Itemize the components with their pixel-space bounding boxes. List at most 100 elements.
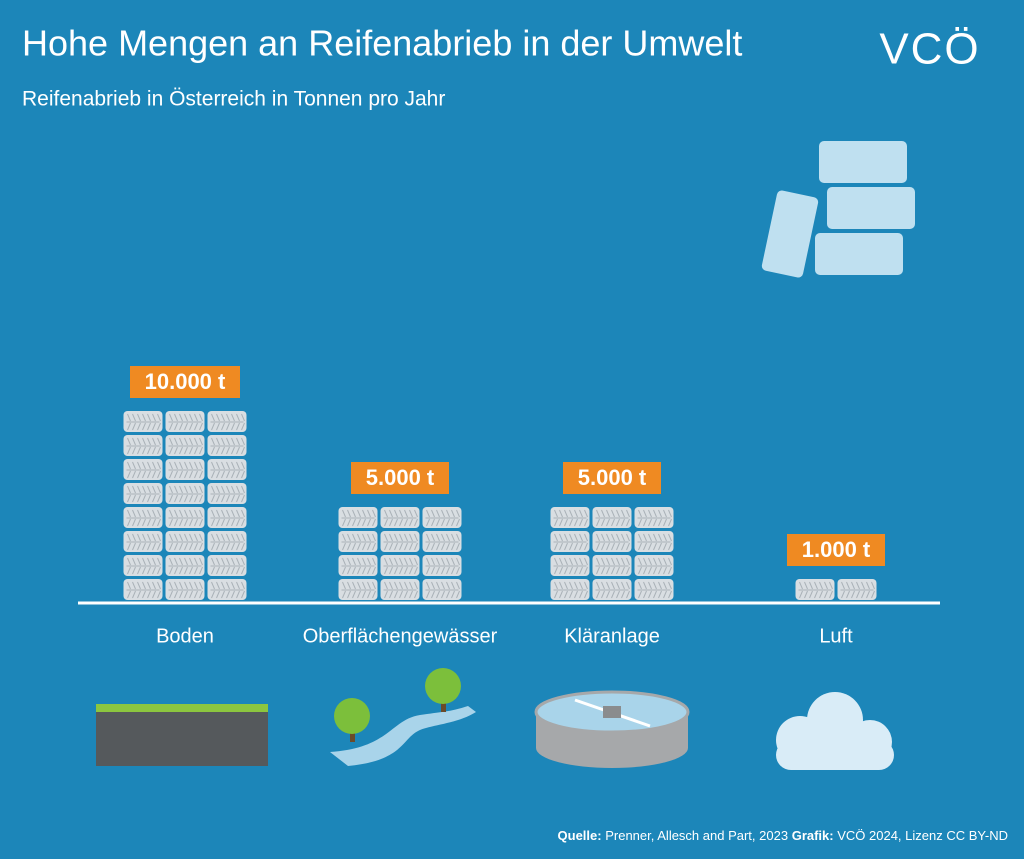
tire-tread bbox=[626, 566, 630, 575]
tire-tread bbox=[342, 518, 346, 527]
tire-tread bbox=[357, 542, 361, 551]
tire-tread bbox=[211, 557, 215, 566]
tire-tread bbox=[389, 518, 393, 527]
tire-tread bbox=[211, 461, 215, 470]
tire-tread bbox=[643, 509, 647, 518]
tire-tread bbox=[441, 533, 445, 542]
tire-tread bbox=[211, 470, 215, 479]
tire-tread bbox=[231, 437, 235, 446]
tire-tread bbox=[231, 557, 235, 566]
tire-tread bbox=[226, 518, 230, 527]
tire-tread bbox=[211, 446, 215, 455]
tire-tread bbox=[342, 509, 346, 518]
tire-tread bbox=[663, 533, 667, 542]
tire-tread bbox=[236, 581, 240, 590]
tire-tread bbox=[389, 566, 393, 575]
tire-tread bbox=[137, 533, 141, 542]
tire-tread bbox=[584, 590, 588, 599]
tire-tread bbox=[157, 422, 161, 431]
tire-tread bbox=[127, 485, 131, 494]
tire-tread bbox=[814, 581, 818, 590]
tire-tread bbox=[184, 494, 188, 503]
tire-tread bbox=[231, 566, 235, 575]
tire-tread bbox=[211, 566, 215, 575]
tire-tread bbox=[221, 518, 225, 527]
tire-tread bbox=[569, 590, 573, 599]
tire-tread bbox=[142, 422, 146, 431]
tire-tread bbox=[236, 446, 240, 455]
tire-tread bbox=[132, 518, 136, 527]
tire-tread bbox=[601, 581, 605, 590]
tire-tread bbox=[658, 581, 662, 590]
tire-tread bbox=[157, 461, 161, 470]
tire-tread bbox=[446, 590, 450, 599]
tire-tread bbox=[367, 581, 371, 590]
tire-tread bbox=[236, 413, 240, 422]
tire-tread bbox=[658, 590, 662, 599]
tire-tread bbox=[211, 518, 215, 527]
tire-tread bbox=[169, 557, 173, 566]
x-tick-label: Oberflächengewässer bbox=[303, 625, 498, 647]
tire-tread bbox=[137, 581, 141, 590]
tire-tread bbox=[199, 581, 203, 590]
tire-tread bbox=[352, 533, 356, 542]
tire-tread bbox=[169, 581, 173, 590]
tire-tread bbox=[446, 509, 450, 518]
tire-tread bbox=[653, 590, 657, 599]
tire-tread bbox=[347, 581, 351, 590]
tire-tread bbox=[147, 542, 151, 551]
tire-tread bbox=[152, 485, 156, 494]
tire-tread bbox=[431, 566, 435, 575]
tire-tread bbox=[132, 485, 136, 494]
tire-tread bbox=[804, 581, 808, 590]
tire-tread bbox=[564, 557, 568, 566]
tire-tread bbox=[147, 494, 151, 503]
tire-tread bbox=[179, 581, 183, 590]
tire-tread bbox=[169, 518, 173, 527]
tire-tread bbox=[226, 557, 230, 566]
tire-tread bbox=[199, 557, 203, 566]
tire-tread bbox=[399, 518, 403, 527]
tire-tread bbox=[236, 494, 240, 503]
tire-tread bbox=[211, 494, 215, 503]
tire-tread bbox=[137, 437, 141, 446]
tire-tread bbox=[861, 581, 865, 590]
tire-tread bbox=[226, 446, 230, 455]
tire-tread bbox=[451, 590, 455, 599]
tire-tread bbox=[216, 437, 220, 446]
tire-tread bbox=[584, 566, 588, 575]
tire-tread bbox=[226, 566, 230, 575]
tire-tread bbox=[147, 581, 151, 590]
tire-tread bbox=[638, 509, 642, 518]
tire-tread bbox=[137, 470, 141, 479]
tire-tread bbox=[142, 518, 146, 527]
tire-tread bbox=[357, 590, 361, 599]
tire-tread bbox=[394, 533, 398, 542]
tire-tread bbox=[189, 533, 193, 542]
tire-tread bbox=[611, 533, 615, 542]
tire-tread bbox=[194, 518, 198, 527]
tire-tread bbox=[189, 494, 193, 503]
tire-tread bbox=[194, 557, 198, 566]
tire-tread bbox=[142, 581, 146, 590]
tire-tread bbox=[216, 533, 220, 542]
tire-tread bbox=[169, 509, 173, 518]
tire-tread bbox=[601, 542, 605, 551]
tire-tread bbox=[638, 518, 642, 527]
tire-tread bbox=[127, 566, 131, 575]
tire-tread bbox=[559, 590, 563, 599]
tire-tread bbox=[436, 542, 440, 551]
tire-tread bbox=[357, 566, 361, 575]
tire-tread bbox=[866, 581, 870, 590]
tire-tread bbox=[362, 518, 366, 527]
tire-tread bbox=[241, 461, 245, 470]
tire-tread bbox=[431, 542, 435, 551]
tire-tread bbox=[658, 533, 662, 542]
tire-tread bbox=[564, 509, 568, 518]
tire-tread bbox=[841, 590, 845, 599]
tire-tread bbox=[216, 413, 220, 422]
tire-tread bbox=[357, 533, 361, 542]
tire-tread bbox=[372, 542, 376, 551]
tire-tread bbox=[174, 518, 178, 527]
tire-tread bbox=[137, 509, 141, 518]
